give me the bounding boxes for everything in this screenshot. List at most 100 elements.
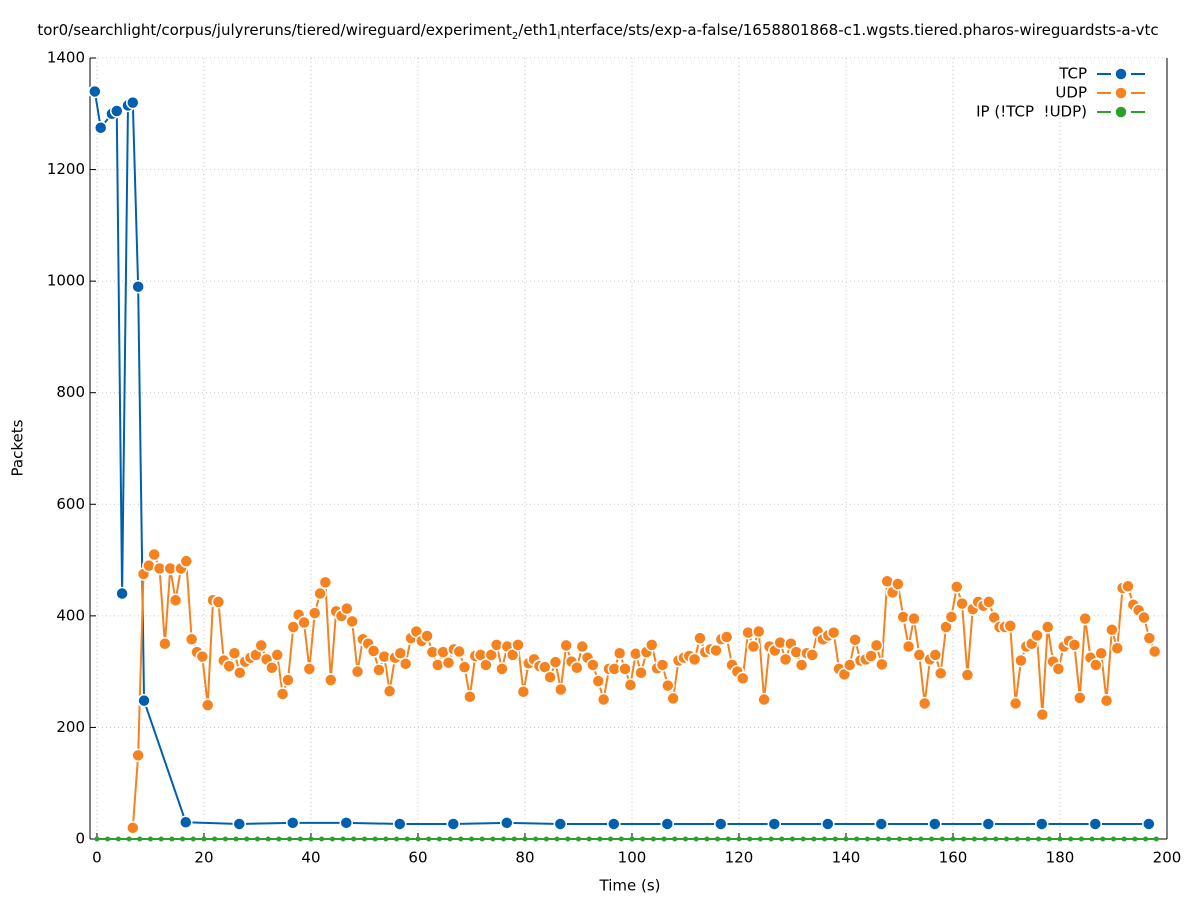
data-point bbox=[672, 836, 678, 842]
data-point bbox=[715, 836, 721, 842]
data-point bbox=[949, 580, 964, 594]
data-point bbox=[307, 606, 322, 620]
data-point bbox=[398, 657, 413, 671]
data-point bbox=[548, 655, 563, 669]
data-point bbox=[570, 660, 584, 675]
chart-title: tor0/searchlight/corpus/julyreruns/tiere… bbox=[37, 21, 1158, 42]
data-point bbox=[533, 836, 539, 842]
data-point bbox=[490, 836, 496, 842]
data-point bbox=[778, 652, 793, 667]
data-point bbox=[586, 658, 600, 672]
data-point bbox=[928, 817, 942, 831]
data-point bbox=[179, 815, 193, 830]
y-tick-label: 600 bbox=[56, 495, 85, 513]
data-point bbox=[1089, 836, 1095, 842]
data-point bbox=[1105, 623, 1119, 637]
data-point bbox=[640, 836, 646, 842]
data-point bbox=[1142, 817, 1156, 831]
data-point bbox=[372, 663, 386, 677]
y-tick-label: 200 bbox=[56, 718, 85, 736]
data-point bbox=[553, 817, 568, 831]
title-part: /eth1 bbox=[518, 21, 557, 39]
data-point bbox=[297, 836, 303, 842]
data-point bbox=[543, 670, 557, 684]
data-point bbox=[147, 836, 153, 842]
data-point bbox=[426, 836, 432, 842]
data-point bbox=[115, 836, 121, 842]
data-point bbox=[1121, 836, 1127, 842]
y-axis-label: Packets bbox=[9, 419, 27, 476]
data-point bbox=[1110, 836, 1116, 842]
data-point bbox=[618, 836, 624, 842]
data-point bbox=[1137, 610, 1151, 625]
data-point bbox=[110, 104, 124, 118]
data-point bbox=[227, 646, 242, 660]
legend-marker bbox=[1114, 86, 1128, 100]
data-point bbox=[554, 682, 568, 697]
data-point bbox=[254, 836, 260, 842]
title-part: tor0/searchlight/corpus/julyreruns/tiere… bbox=[37, 21, 512, 39]
data-point bbox=[441, 655, 456, 670]
data-point bbox=[1046, 836, 1052, 842]
data-point bbox=[361, 836, 367, 842]
data-point bbox=[586, 836, 592, 842]
data-point bbox=[431, 658, 445, 672]
data-point bbox=[1121, 579, 1135, 594]
data-point bbox=[200, 698, 215, 712]
data-point bbox=[596, 692, 611, 707]
data-point bbox=[1067, 638, 1082, 652]
data-point bbox=[1003, 836, 1009, 842]
data-point bbox=[270, 648, 285, 662]
data-point bbox=[832, 836, 838, 842]
data-point bbox=[339, 816, 354, 830]
data-point bbox=[383, 836, 389, 842]
data-point bbox=[666, 691, 680, 706]
y-tick-label: 1400 bbox=[47, 49, 85, 67]
data-point bbox=[179, 554, 194, 568]
data-point bbox=[404, 836, 410, 842]
data-point bbox=[874, 817, 889, 831]
data-point bbox=[960, 668, 975, 682]
data-point bbox=[436, 836, 442, 842]
data-point bbox=[184, 632, 199, 647]
legend-marker bbox=[1114, 105, 1128, 119]
data-point bbox=[147, 547, 161, 562]
data-point bbox=[265, 836, 271, 842]
data-point bbox=[463, 689, 477, 704]
data-point bbox=[131, 748, 145, 763]
data-point bbox=[1099, 693, 1114, 708]
data-point bbox=[634, 666, 648, 680]
data-point bbox=[233, 666, 247, 680]
data-point bbox=[281, 673, 295, 687]
data-point bbox=[725, 836, 731, 842]
data-point bbox=[190, 836, 196, 842]
data-point bbox=[1073, 691, 1087, 705]
data-point bbox=[891, 577, 905, 591]
data-point bbox=[318, 575, 333, 590]
x-tick-label: 160 bbox=[939, 849, 968, 867]
data-point bbox=[950, 836, 956, 842]
data-point bbox=[735, 671, 750, 686]
data-point bbox=[660, 817, 675, 831]
series-line bbox=[93, 91, 1149, 825]
data-point bbox=[752, 624, 766, 639]
data-point bbox=[94, 836, 100, 842]
data-point bbox=[629, 836, 635, 842]
data-point bbox=[313, 586, 327, 601]
data-point bbox=[854, 836, 860, 842]
data-point bbox=[655, 658, 670, 672]
data-point bbox=[500, 816, 514, 830]
data-point bbox=[687, 652, 702, 667]
data-point bbox=[458, 836, 464, 842]
x-tick-label: 200 bbox=[1153, 849, 1182, 867]
y-tick-label: 800 bbox=[56, 383, 85, 401]
data-point bbox=[254, 638, 268, 653]
data-point bbox=[1030, 628, 1044, 643]
data-point bbox=[394, 836, 400, 842]
data-point bbox=[1040, 620, 1055, 634]
x-tick-label: 80 bbox=[515, 849, 534, 867]
data-point bbox=[1078, 836, 1084, 842]
y-tick-label: 0 bbox=[75, 830, 85, 848]
